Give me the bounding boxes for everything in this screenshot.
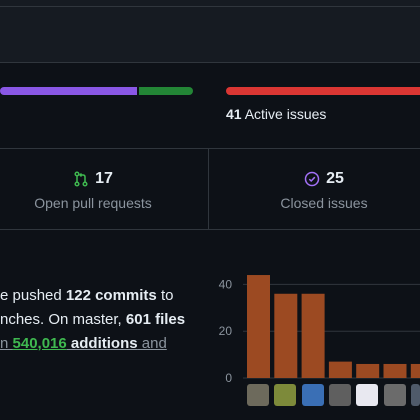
commit-text-part: to: [156, 287, 174, 304]
active-issues-count: 41: [226, 106, 242, 122]
open-pull-requests-label: Open pull requests: [34, 195, 152, 211]
commit-text-part: e pushed: [0, 287, 66, 304]
contributor-avatar-7[interactable]: [410, 384, 420, 406]
contributor-avatar-2[interactable]: [274, 384, 297, 406]
closed-issues-stat[interactable]: 25 Closed issues: [234, 169, 414, 211]
commit-text-part: n: [0, 335, 13, 352]
chart-bar[interactable]: [383, 363, 407, 378]
closed-issues-count: 25: [326, 170, 344, 187]
chart-bar[interactable]: [301, 293, 325, 378]
commit-count-link[interactable]: 122 commits: [65, 287, 157, 304]
active-issues-label: Active issues: [241, 106, 327, 122]
y-tick-label: 40: [219, 277, 233, 291]
active-issues-summary[interactable]: 41 Active issues: [226, 106, 326, 122]
y-tick-label: 0: [225, 371, 232, 385]
chart-bar[interactable]: [247, 275, 270, 378]
git-pull-request-icon: [74, 171, 88, 187]
files-count-link[interactable]: 601 files: [125, 311, 186, 328]
open-pull-requests-stat[interactable]: 17 Open pull requests: [0, 169, 186, 211]
chart-bar[interactable]: [274, 293, 298, 378]
activity-segment-green: [139, 87, 193, 95]
contributor-avatar-1[interactable]: [247, 384, 269, 406]
top-divider: [0, 6, 420, 7]
additions-label[interactable]: additions: [66, 335, 138, 352]
chart-bar[interactable]: [356, 363, 380, 378]
closed-issues-label: Closed issues: [280, 195, 368, 211]
issue-closed-icon: [304, 171, 320, 187]
stats-box: 17 Open pull requests 25 Closed issues: [0, 148, 420, 230]
commit-text-part: and: [137, 335, 167, 352]
commit-summary-line-2: nches. On master, 601 files: [0, 308, 210, 332]
chart-bar[interactable]: [410, 363, 420, 378]
issues-progress-bar: [226, 87, 420, 95]
top-section: [0, 0, 420, 63]
contributor-avatar-3[interactable]: [301, 384, 324, 406]
commit-text-part: nches. On master,: [0, 311, 126, 328]
commit-summary-line-1: e pushed 122 commits to: [0, 284, 210, 308]
activity-segment-purple: [0, 87, 138, 95]
open-pull-requests-count: 17: [95, 170, 113, 187]
additions-count[interactable]: 540,016: [12, 335, 67, 352]
commit-summary: e pushed 122 commits to nches. On master…: [0, 284, 210, 356]
chart-bar[interactable]: [328, 361, 352, 378]
contributor-avatar-5[interactable]: [356, 384, 379, 406]
contributor-avatar-6[interactable]: [383, 384, 406, 406]
stats-divider: [208, 149, 209, 229]
contributor-avatar-4[interactable]: [328, 384, 351, 406]
commit-summary-line-3: n 540,016 additions and: [0, 332, 210, 356]
y-tick-label: 20: [219, 324, 233, 338]
activity-progress-bar: [0, 87, 193, 95]
